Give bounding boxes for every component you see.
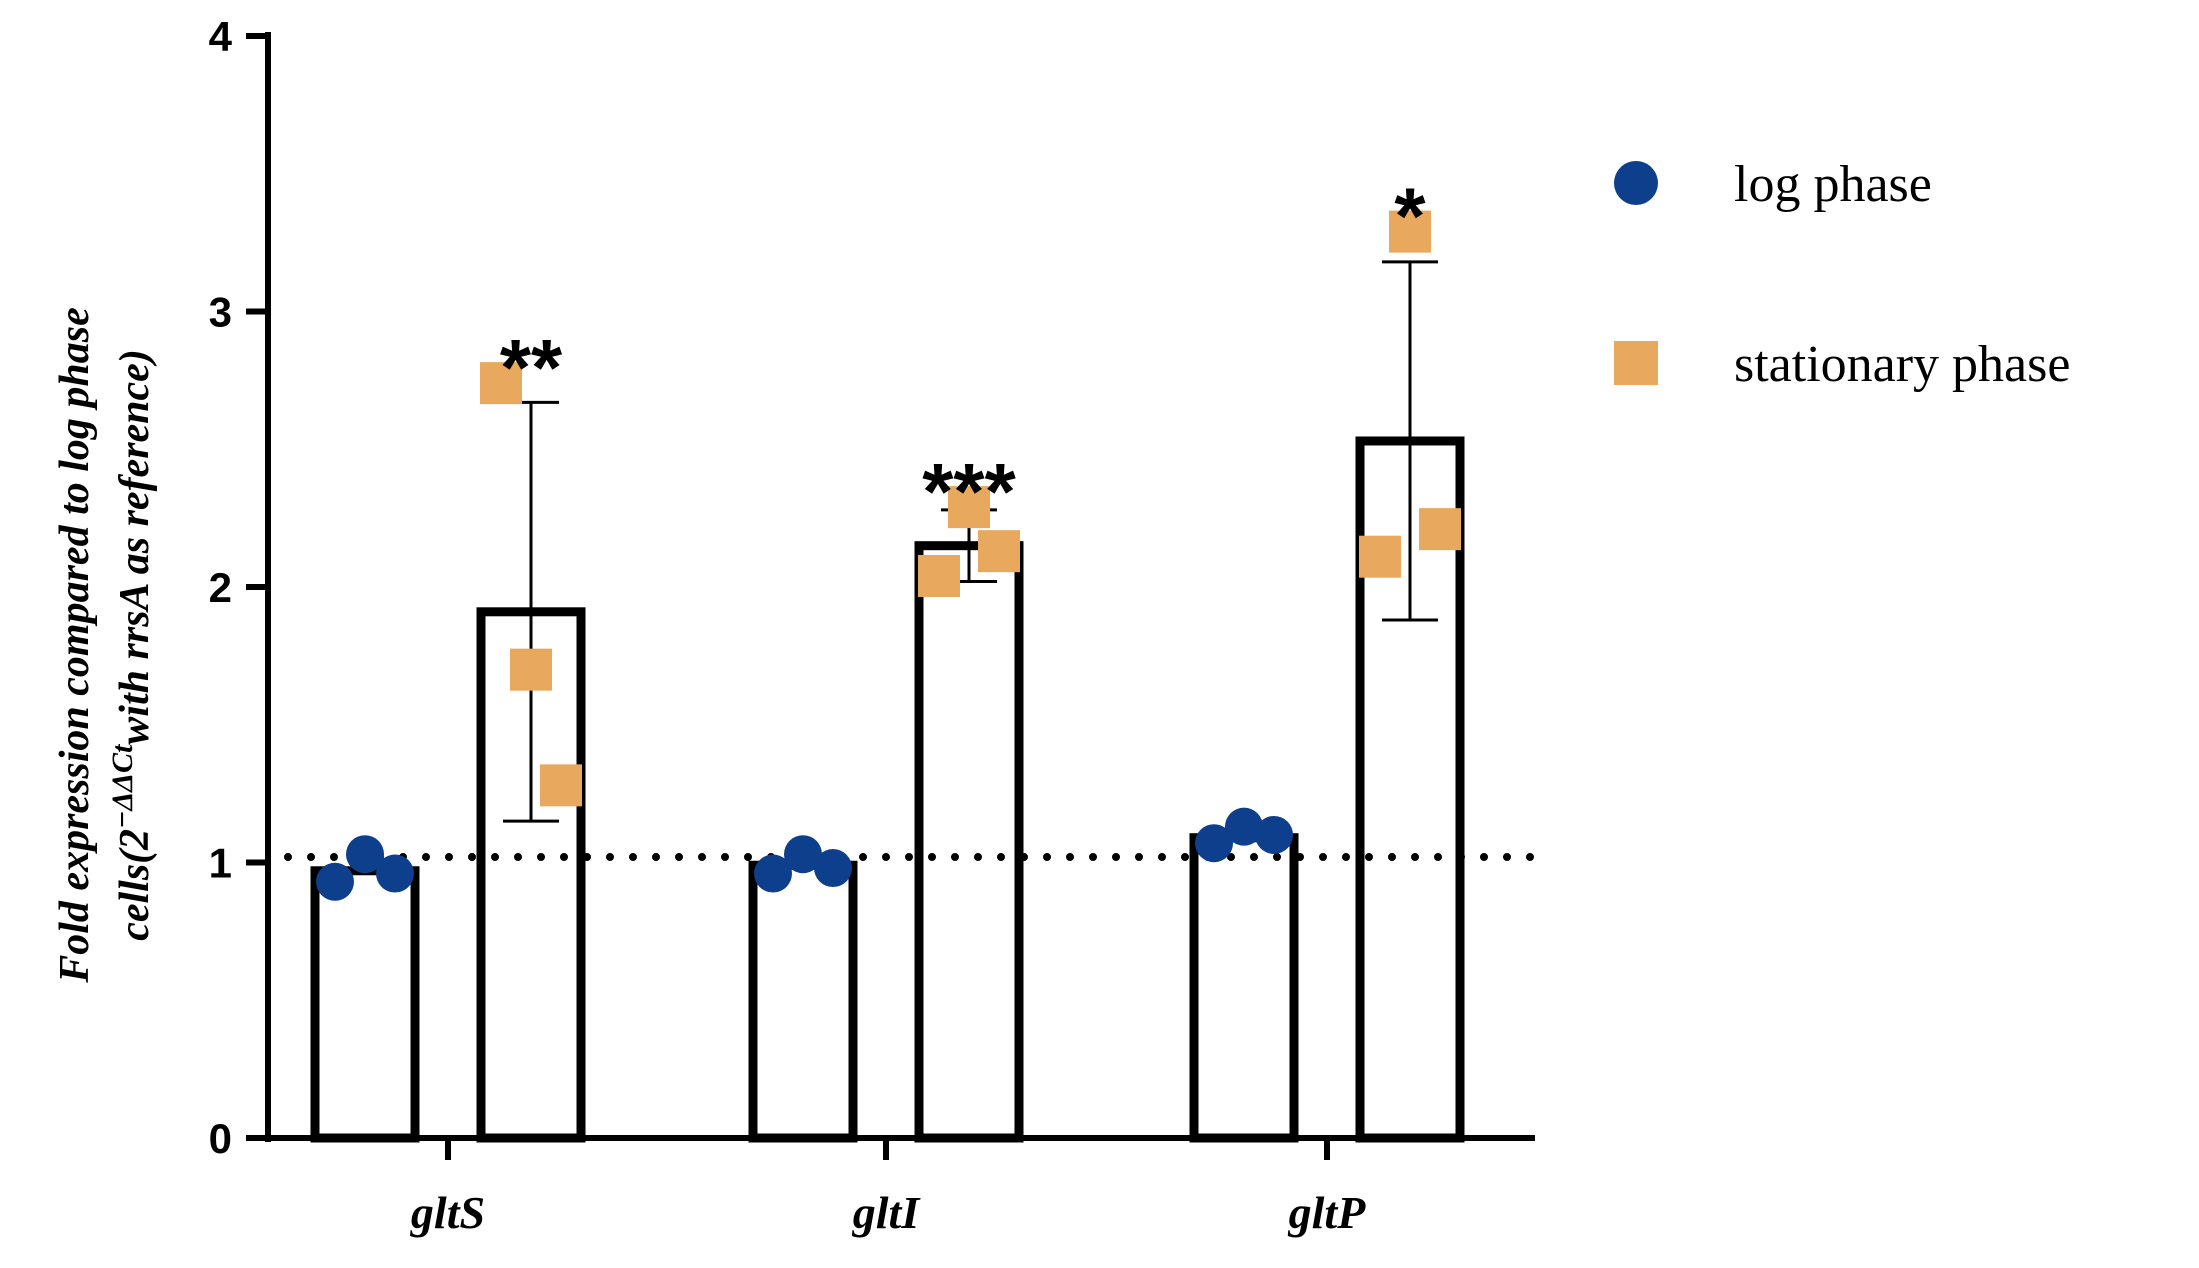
data-point: [1225, 807, 1263, 846]
bar: [310, 866, 420, 1143]
y-axis-title-superscript: −ΔΔCt: [106, 743, 139, 829]
data-point: [480, 362, 522, 405]
data-point: [814, 849, 852, 888]
data-point: [1389, 210, 1431, 253]
y-axis-title-line1: Fold expression compared to log phase: [52, 307, 98, 984]
legend-label: stationary phase: [1734, 336, 2070, 393]
bar: [748, 860, 858, 1143]
data-point: [316, 862, 354, 901]
data-point: [948, 486, 990, 529]
data-point: [346, 835, 384, 874]
bar: [914, 541, 1024, 1143]
y-axis-title-line2: cells(2−ΔΔCtwith rrsA as reference): [106, 349, 158, 941]
legend-marker: [1614, 341, 1658, 385]
data-point: [1419, 508, 1461, 551]
bar: [1189, 833, 1299, 1143]
data-point: [1195, 824, 1233, 863]
data-point: [784, 835, 822, 874]
data-point: [918, 554, 960, 597]
y-tick-label: 1: [209, 840, 232, 887]
data-point: [1255, 815, 1293, 854]
significance-marks: ******: [500, 172, 1427, 536]
x-tick-label: gltS: [410, 1187, 485, 1238]
data-point: [978, 530, 1020, 573]
data-point: [754, 854, 792, 893]
legend: log phase stationary phase: [1614, 156, 2070, 393]
data-point: [376, 854, 414, 893]
y-tick-label: 0: [209, 1115, 232, 1162]
y-tick-label: 3: [209, 289, 232, 336]
y-axis-title-suffix: with rrsA as reference): [112, 349, 158, 745]
legend-label: log phase: [1734, 156, 1932, 213]
y-tick-label: 4: [209, 13, 233, 60]
x-tick-label: gltI: [852, 1187, 922, 1238]
significance-label: ***: [922, 447, 1016, 536]
y-tick-label: 2: [209, 564, 232, 611]
y-axis-title-prefix: cells(2: [112, 829, 158, 941]
data-point: [510, 648, 552, 691]
bars: [310, 436, 1465, 1143]
axes: 0 1 2 3 4 gltS gltI gltP: [209, 13, 1535, 1238]
x-tick-label: gltP: [1288, 1187, 1367, 1238]
legend-marker: [1614, 161, 1658, 205]
y-axis-title: Fold expression compared to log phase ce…: [52, 307, 158, 984]
error-bars: [503, 260, 1438, 823]
data-points: [316, 210, 1461, 901]
data-point: [1359, 535, 1401, 578]
significance-label: **: [500, 323, 563, 412]
data-point: [540, 764, 582, 807]
significance-label: *: [1394, 172, 1426, 261]
